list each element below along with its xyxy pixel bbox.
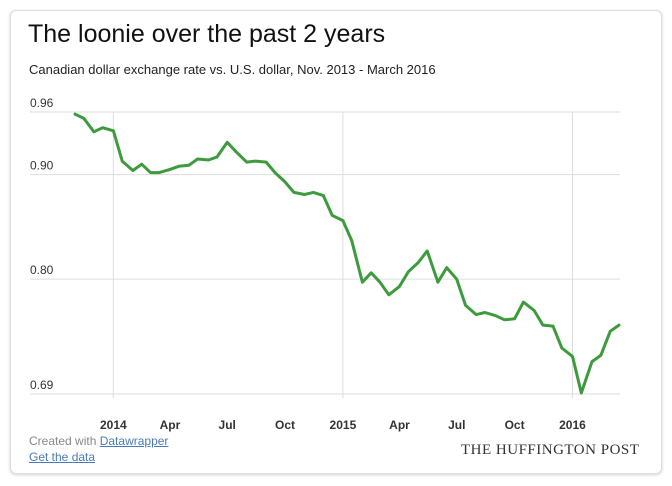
- y-tick-label: 0.96: [30, 96, 54, 110]
- x-tick-label: Jul: [448, 418, 465, 432]
- x-tick-label: Apr: [389, 418, 410, 432]
- x-tick-label: Oct: [275, 418, 295, 432]
- chart-title: The loonie over the past 2 years: [28, 20, 386, 48]
- created-with-credit: Created with Datawrapper: [29, 434, 168, 448]
- chart-card: [10, 10, 662, 474]
- created-with-prefix: Created with: [29, 434, 97, 448]
- get-the-data-link[interactable]: Get the data: [29, 450, 96, 464]
- x-tick-label: 2014: [100, 418, 127, 432]
- x-tick-label: 2016: [559, 418, 586, 432]
- x-tick-label: Oct: [505, 418, 525, 432]
- x-tick-label: Apr: [160, 418, 181, 432]
- y-axis: 0.96 0.90 0.80 0.69: [30, 96, 54, 392]
- x-tick-label: Jul: [219, 418, 236, 432]
- huffington-post-logo: THE HUFFINGTON POST: [461, 442, 640, 458]
- grid-layer: [30, 111, 620, 398]
- x-tick-label: 2015: [330, 418, 357, 432]
- series-line: [73, 112, 621, 395]
- chart-subtitle: Canadian dollar exchange rate vs. U.S. d…: [29, 62, 436, 77]
- datawrapper-link[interactable]: Datawrapper: [99, 434, 169, 448]
- y-tick-label: 0.80: [30, 263, 54, 277]
- y-tick-label: 0.69: [30, 378, 54, 392]
- y-tick-label: 0.90: [30, 159, 54, 173]
- x-axis: 2014 Apr Jul Oct 2015 Apr Jul Oct 2016: [100, 418, 586, 432]
